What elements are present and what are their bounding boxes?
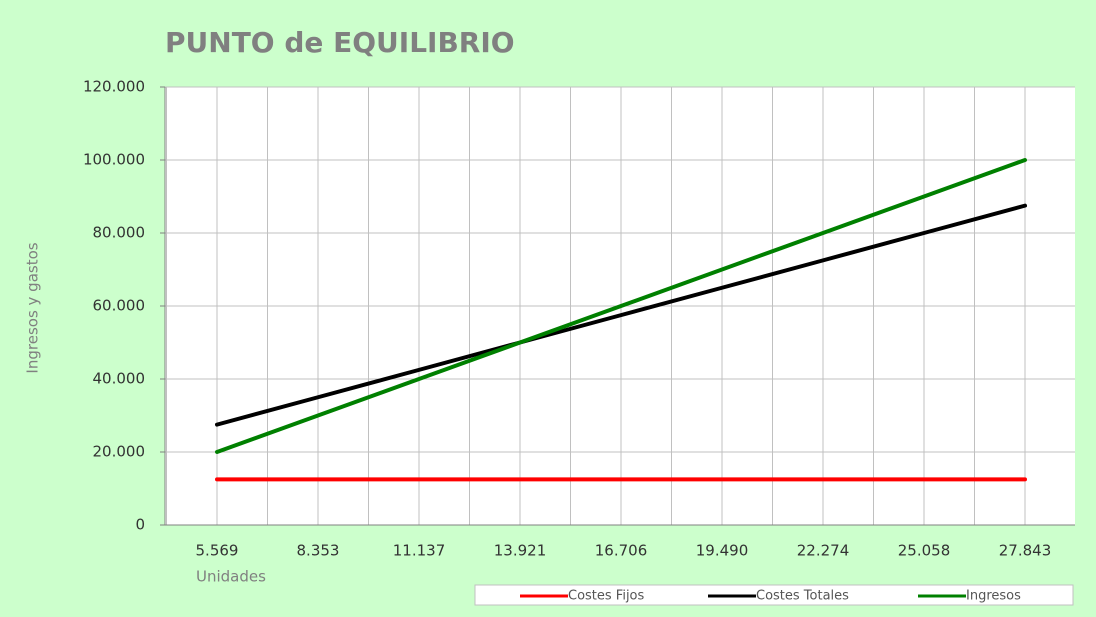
legend-label: Costes Totales	[756, 589, 849, 604]
x-tick-label: 25.058	[898, 542, 951, 560]
y-tick-label: 100.000	[83, 151, 145, 169]
y-tick-label: 40.000	[93, 370, 146, 388]
x-tick-label: 11.137	[393, 542, 446, 560]
chart-title: PUNTO de EQUILIBRIO	[165, 26, 515, 59]
legend-label: Costes Fijos	[568, 589, 645, 604]
x-tick-label: 19.490	[696, 542, 749, 560]
y-tick-label: 0	[135, 516, 145, 534]
legend-label: Ingresos	[966, 589, 1021, 604]
legend	[474, 584, 1074, 606]
x-axis-label: Unidades	[196, 568, 266, 586]
x-tick-label: 22.274	[797, 542, 850, 560]
y-tick-label: 120.000	[83, 78, 145, 96]
x-tick-label: 27.843	[999, 542, 1052, 560]
series-line	[215, 158, 1027, 454]
series-line	[215, 203, 1027, 427]
x-tick-label: 8.353	[297, 542, 340, 560]
x-tick-label: 13.921	[494, 542, 547, 560]
x-tick-label: 5.569	[196, 542, 239, 560]
y-tick-label: 60.000	[93, 297, 146, 315]
y-axis-label: Ingresos y gastos	[24, 242, 42, 373]
x-tick-label: 16.706	[595, 542, 648, 560]
y-tick-label: 20.000	[93, 443, 146, 461]
y-tick-label: 80.000	[93, 224, 146, 242]
